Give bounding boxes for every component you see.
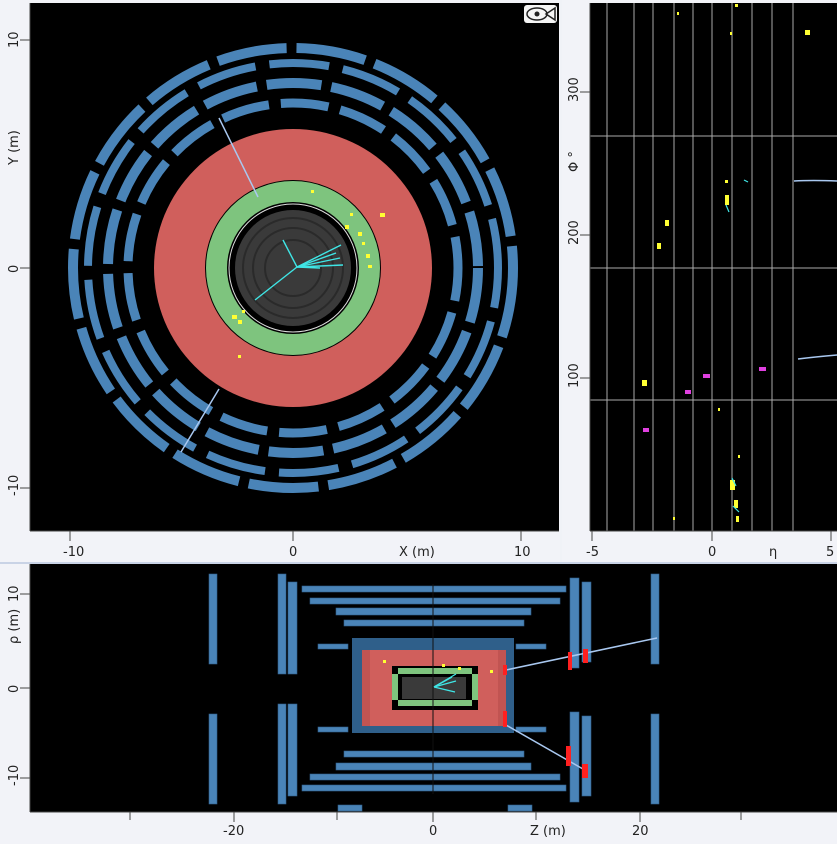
rho-z-view-canvas[interactable]: -20 0 20 Z (m) 10 0 -10 ρ (m)	[0, 564, 837, 844]
rho-z-x-tick: 20	[632, 824, 649, 839]
calorimeter-hits	[232, 190, 385, 358]
xy-view-canvas[interactable]: -10 0 10 X (m) 10 0 -10 Y (m)	[0, 0, 560, 562]
tracker	[235, 210, 351, 326]
eta-phi-x-tick: 5	[826, 545, 834, 560]
eye-fish-icon[interactable]	[524, 5, 557, 23]
rho-z-x-tick: -20	[223, 824, 244, 839]
rho-z-y-tick: -10	[7, 765, 22, 786]
eta-phi-y-ticks: 300 200 100 Φ °	[567, 77, 590, 388]
eta-phi-tracks	[725, 179, 749, 513]
xy-y-axis-label: Y (m)	[7, 130, 22, 166]
muon-system-middle	[103, 78, 483, 458]
eta-phi-y-tick: 100	[567, 363, 582, 388]
muon-system-outer	[68, 43, 518, 493]
eta-phi-y-axis-label: Φ °	[567, 151, 582, 172]
rho-z-x-axis-label: Z (m)	[530, 824, 566, 839]
rho-z-view-panel[interactable]: -20 0 20 Z (m) 10 0 -10 ρ (m)	[0, 564, 837, 844]
rho-z-hits	[383, 660, 493, 673]
eta-phi-muons	[793, 179, 837, 360]
rho-z-y-tick: 0	[7, 685, 22, 693]
rho-z-tracks	[433, 673, 457, 693]
xy-y-ticks: 10 0 -10 Y (m)	[7, 31, 30, 496]
rho-z-tracker	[402, 677, 466, 699]
rho-z-y-axis-label: ρ (m)	[7, 609, 22, 644]
eta-phi-hits	[642, 4, 810, 522]
xy-x-axis-label: X (m)	[399, 545, 435, 560]
eta-phi-x-axis-label: η	[769, 545, 777, 560]
rho-z-y-tick: 10	[7, 585, 22, 602]
eta-phi-view-canvas[interactable]: -5 0 5 η 300 200 100 Φ °	[562, 0, 837, 562]
xy-view-panel[interactable]: -10 0 10 X (m) 10 0 -10 Y (m)	[0, 0, 560, 562]
xy-y-tick: 0	[7, 265, 22, 273]
rho-z-x-ticks: -20 0 20 Z (m)	[129, 812, 742, 839]
muon-tracks	[180, 117, 259, 453]
rho-z-muon-endcaps	[208, 573, 660, 805]
charged-tracks	[254, 239, 344, 301]
panel-separator[interactable]	[0, 562, 837, 564]
rho-z-y-ticks: 10 0 -10 ρ (m)	[7, 585, 30, 786]
rho-z-em-calorimeter	[398, 668, 472, 674]
xy-y-tick: -10	[7, 475, 22, 496]
xy-x-tick: 10	[514, 545, 531, 560]
eta-phi-y-tick: 300	[567, 77, 582, 102]
eta-phi-grid	[590, 3, 837, 531]
eta-phi-x-tick: -5	[586, 545, 599, 560]
eta-phi-x-tick: 0	[708, 545, 716, 560]
xy-x-tick: 0	[289, 545, 297, 560]
eta-phi-y-tick: 200	[567, 220, 582, 245]
xy-x-tick: -10	[63, 545, 84, 560]
xy-x-ticks: -10 0 10 X (m)	[63, 531, 531, 560]
eta-phi-x-ticks: -5 0 5 η	[586, 531, 834, 560]
rho-z-muon-hits	[503, 649, 588, 778]
rho-z-x-tick: 0	[429, 824, 437, 839]
eta-phi-magenta-clusters	[643, 367, 766, 432]
xy-y-tick: 10	[7, 31, 22, 48]
eta-phi-view-panel[interactable]: -5 0 5 η 300 200 100 Φ °	[562, 0, 837, 562]
